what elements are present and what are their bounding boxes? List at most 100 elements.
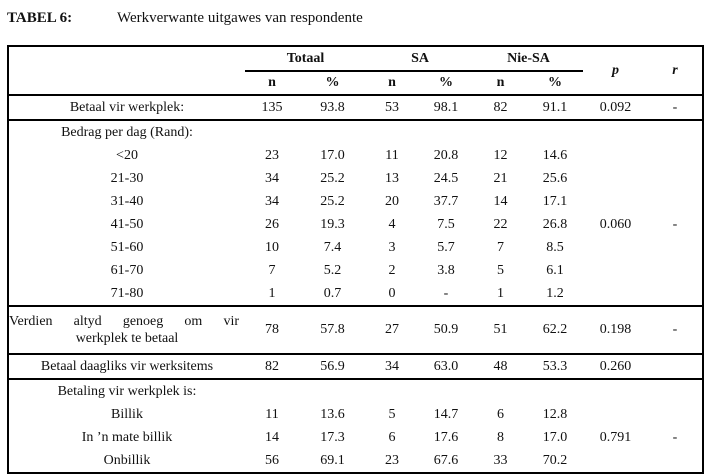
cell-sa-pct: 7.5 — [437, 216, 455, 232]
cell-nie-sa-pct: 53.3 — [527, 353, 584, 379]
header-cell-totaal: Totaal — [286, 50, 325, 66]
cell-empty — [648, 119, 704, 144]
header-cell-r: r — [672, 62, 678, 78]
cell-empty — [245, 119, 299, 144]
cell-empty — [418, 378, 475, 403]
row-bedrag-section-label: Bedrag per dag (Rand): — [8, 119, 704, 144]
cell-p-value: 0.060 — [599, 216, 632, 232]
cell-empty — [474, 119, 528, 144]
cell-nie-sa-n: 5 — [497, 262, 505, 278]
cell-nie-sa-n: 48 — [474, 353, 528, 379]
row-bedrag-61-70: 61-70 7 5.2 2 3.8 5 6.1 — [8, 259, 703, 282]
cell-sa-n: 34 — [366, 353, 419, 379]
cell-sa-n: 0 — [388, 285, 396, 301]
cell-sa-n: 11 — [385, 147, 399, 163]
cell-empty — [474, 378, 528, 403]
cell-nie-sa-pct: 12.8 — [542, 406, 568, 422]
cell-totaal-pct: 93.8 — [299, 94, 367, 120]
cell-r-empty — [648, 353, 704, 379]
cell-totaal-n: 56 — [265, 452, 279, 468]
cell-empty — [583, 119, 649, 144]
table-caption: TABEL 6: Werkverwante uitgawes van respon… — [7, 8, 707, 28]
header-row-groups: Totaal SA Nie-SA p r — [8, 46, 703, 78]
cell-sa-pct: 24.5 — [433, 170, 459, 186]
cell-sa-pct: 3.8 — [437, 262, 455, 278]
cell-nie-sa-n: 51 — [474, 305, 528, 354]
cell-empty — [527, 119, 584, 144]
cell-totaal-pct: 25.2 — [320, 193, 345, 209]
row-label: Betaal daagliks vir werksitems — [8, 353, 245, 379]
cell-empty — [648, 378, 704, 403]
row-label: Onbillik — [103, 452, 151, 468]
cell-totaal-pct: 25.2 — [320, 170, 345, 186]
table-caption-text: Werkverwante uitgawes van respondente — [117, 10, 363, 26]
cell-sa-n: 6 — [388, 429, 396, 445]
cell-nie-sa-n: 22 — [493, 216, 508, 232]
cell-sa-n: 23 — [385, 452, 400, 468]
row-bedrag-51-60: 51-60 10 7.4 3 5.7 7 8.5 — [8, 236, 703, 259]
row-label-line2: werkplek te betaal — [75, 331, 179, 346]
header-cell-nie-sa-n: n — [474, 70, 528, 95]
cell-totaal-pct: 19.3 — [320, 216, 345, 232]
cell-totaal-n: 78 — [245, 305, 299, 354]
header-cell-totaal-n: n — [245, 70, 299, 95]
cell-totaal-pct: 57.8 — [299, 305, 367, 354]
cell-sa-pct: 37.7 — [433, 193, 459, 209]
cell-totaal-pct: 69.1 — [320, 452, 345, 468]
cell-empty — [527, 378, 584, 403]
cell-nie-sa-pct: 26.8 — [542, 216, 568, 232]
row-verdien-genoeg: Verdien altyd genoeg om vir werkplek te … — [8, 305, 704, 354]
cell-sa-n: 4 — [388, 216, 396, 232]
cell-sa-pct: 20.8 — [433, 147, 459, 163]
header-cell-nie-sa: Nie-SA — [507, 50, 550, 66]
header-cell-totaal-pct: % — [299, 70, 367, 95]
row-label: Betaal vir werkplek: — [8, 94, 245, 120]
cell-sa-n: 53 — [366, 94, 419, 120]
row-label: <20 — [116, 147, 138, 163]
cell-totaal-n: 11 — [265, 406, 279, 422]
cell-empty — [299, 378, 367, 403]
cell-nie-sa-pct: 62.2 — [527, 305, 584, 354]
cell-nie-sa-n: 14 — [493, 193, 508, 209]
row-label: In ’n mate billik — [81, 429, 173, 445]
cell-nie-sa-pct: 70.2 — [542, 452, 568, 468]
cell-totaal-pct: 56.9 — [299, 353, 367, 379]
row-billik: Billik 11 13.6 5 14.7 6 12.8 0.791 - — [8, 403, 703, 445]
cell-sa-n: 13 — [385, 170, 400, 186]
cell-empty — [418, 119, 475, 144]
cell-nie-sa-n: 8 — [497, 429, 505, 445]
header-cell-sa: SA — [411, 50, 429, 66]
row-betaal-vir-werkplek: Betaal vir werkplek: 135 93.8 53 98.1 82… — [8, 94, 704, 120]
cell-totaal-pct: 17.3 — [320, 429, 345, 445]
cell-r-value: - — [672, 429, 678, 445]
cell-r-value: - — [672, 216, 678, 232]
row-label: 41-50 — [110, 216, 144, 232]
cell-totaal-pct: 0.7 — [323, 285, 342, 301]
cell-nie-sa-pct: 8.5 — [546, 239, 564, 255]
row-label: Verdien altyd genoeg om vir werkplek te … — [8, 305, 245, 354]
cell-nie-sa-pct: 17.1 — [542, 193, 568, 209]
cell-sa-n: 3 — [388, 239, 396, 255]
cell-sa-n: 27 — [366, 305, 419, 354]
cell-nie-sa-pct: 1.2 — [546, 285, 564, 301]
cell-sa-pct: - — [443, 285, 449, 301]
row-label-line1: Verdien altyd genoeg om vir — [9, 313, 239, 329]
cell-p-value: 0.198 — [583, 305, 649, 354]
cell-p-value: 0.092 — [583, 94, 649, 120]
cell-totaal-n: 7 — [268, 262, 276, 278]
cell-totaal-n: 14 — [265, 429, 279, 445]
cell-nie-sa-pct: 17.0 — [542, 429, 568, 445]
data-table: Totaal SA Nie-SA p r n % n % n % Betaal … — [7, 45, 705, 474]
cell-totaal-n: 34 — [265, 170, 279, 186]
row-bedrag-71-80: 71-80 1 0.7 0 - 1 1.2 — [8, 282, 703, 306]
cell-empty — [583, 378, 649, 403]
cell-nie-sa-pct: 25.6 — [542, 170, 568, 186]
cell-nie-sa-n: 21 — [493, 170, 508, 186]
row-betaling-section-label: Betaling vir werkplek is: — [8, 378, 704, 403]
cell-nie-sa-n: 6 — [497, 406, 505, 422]
cell-totaal-n: 10 — [265, 239, 279, 255]
cell-totaal-pct: 5.2 — [323, 262, 342, 278]
cell-empty — [366, 119, 419, 144]
cell-totaal-n: 23 — [265, 147, 279, 163]
row-bedrag-31-40: 31-40 34 25.2 20 37.7 14 17.1 — [8, 190, 703, 213]
